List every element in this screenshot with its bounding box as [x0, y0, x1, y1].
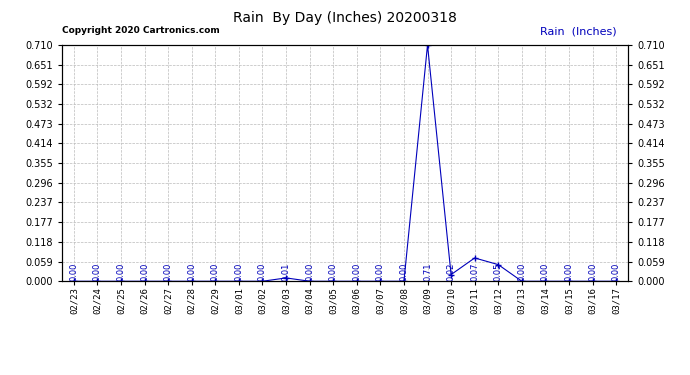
Text: 0.00: 0.00: [353, 262, 362, 280]
Text: 0.00: 0.00: [541, 262, 550, 280]
Text: 0.00: 0.00: [611, 262, 620, 280]
Text: 0.00: 0.00: [305, 262, 314, 280]
Text: 0.05: 0.05: [494, 262, 503, 280]
Text: 0.00: 0.00: [518, 262, 526, 280]
Text: 0.00: 0.00: [376, 262, 385, 280]
Text: 0.00: 0.00: [258, 262, 267, 280]
Text: 0.00: 0.00: [140, 262, 149, 280]
Text: Copyright 2020 Cartronics.com: Copyright 2020 Cartronics.com: [62, 26, 220, 35]
Text: 0.00: 0.00: [588, 262, 597, 280]
Text: 0.00: 0.00: [117, 262, 126, 280]
Text: 0.07: 0.07: [470, 262, 479, 280]
Text: 0.00: 0.00: [211, 262, 220, 280]
Text: 0.00: 0.00: [164, 262, 172, 280]
Text: 0.00: 0.00: [93, 262, 102, 280]
Text: Rain  By Day (Inches) 20200318: Rain By Day (Inches) 20200318: [233, 11, 457, 25]
Text: 0.01: 0.01: [282, 262, 290, 280]
Text: 0.00: 0.00: [328, 262, 337, 280]
Text: 0.00: 0.00: [235, 262, 244, 280]
Text: 0.02: 0.02: [446, 262, 455, 280]
Text: 0.00: 0.00: [564, 262, 573, 280]
Text: 0.00: 0.00: [187, 262, 196, 280]
Text: 0.00: 0.00: [400, 262, 408, 280]
Text: 0.00: 0.00: [70, 262, 79, 280]
Text: 0.71: 0.71: [423, 262, 432, 280]
Text: Rain  (Inches): Rain (Inches): [540, 26, 617, 36]
